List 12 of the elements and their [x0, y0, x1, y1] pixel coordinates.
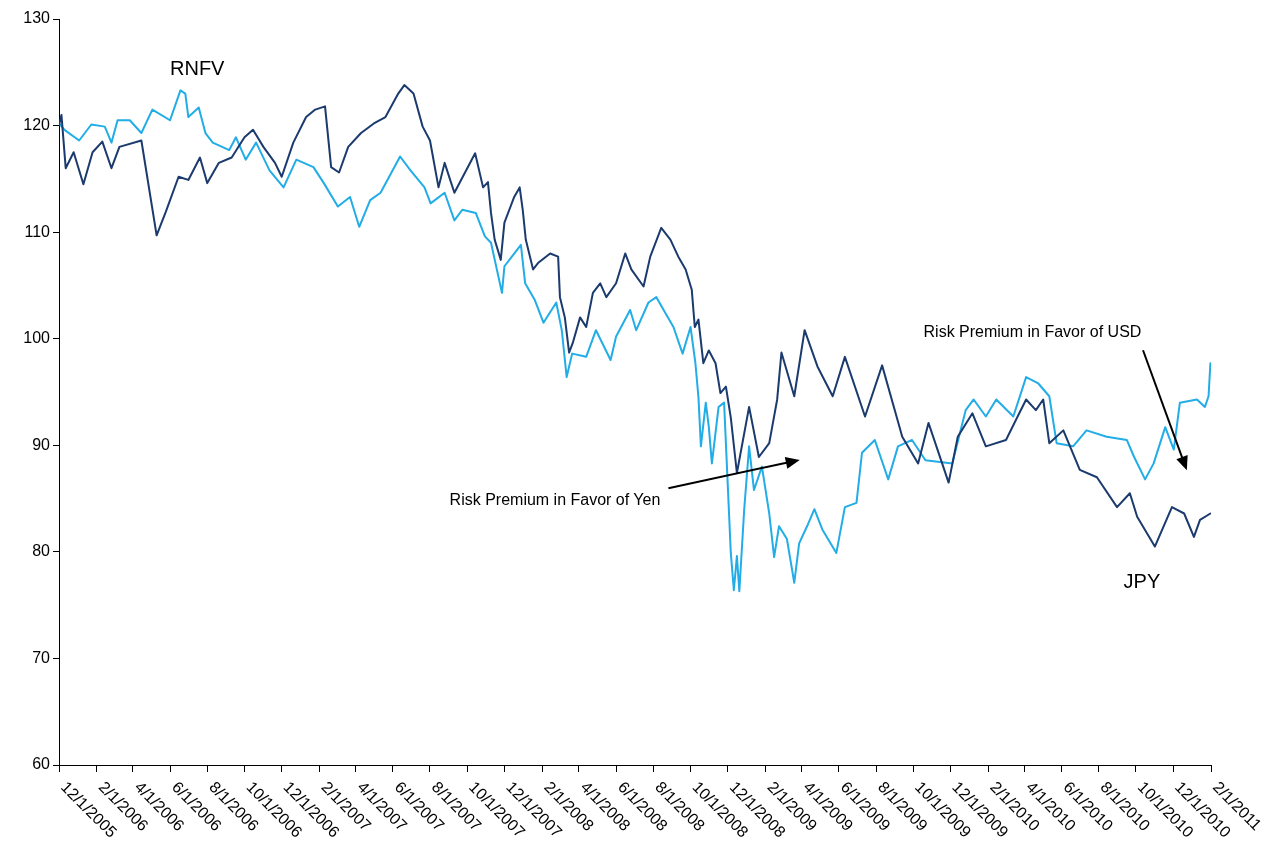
y-tick-label: 100 [23, 329, 51, 347]
annotation: Risk Premium in Favor of USD [923, 322, 1142, 340]
y-tick-label: 60 [32, 755, 51, 773]
annotation: Risk Premium in Favor of Yen [449, 490, 661, 508]
series-label: RNFV [170, 57, 226, 80]
y-tick-label: 110 [24, 222, 51, 240]
y-tick-label: 130 [23, 9, 51, 27]
y-tick-label: 80 [32, 542, 51, 560]
y-tick-label: 70 [32, 648, 51, 666]
y-tick-label: 120 [23, 115, 51, 133]
series-label: JPY [1123, 569, 1161, 592]
y-tick-label: 90 [32, 435, 51, 453]
